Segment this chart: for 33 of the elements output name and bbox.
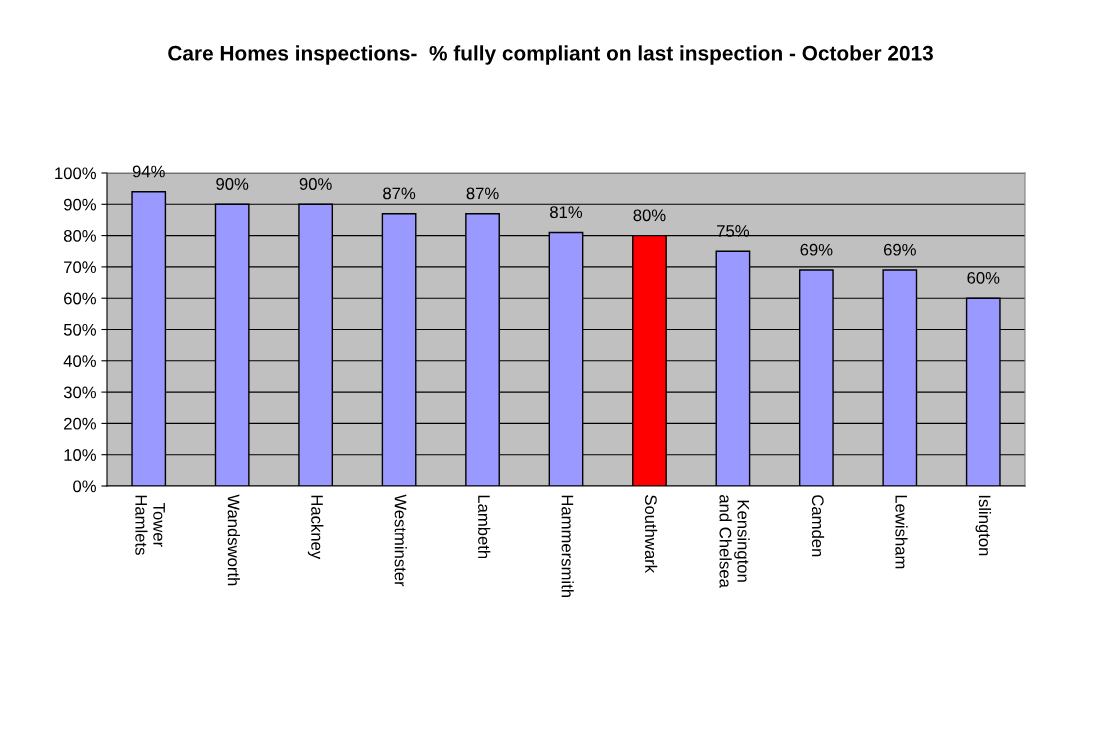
x-tick-label: Islington (975, 495, 992, 556)
data-label: 90% (299, 178, 332, 190)
x-tick-label: Camden (811, 495, 825, 557)
y-tick-label: 80% (63, 230, 96, 242)
data-label: 90% (216, 178, 249, 190)
data-label: 69% (883, 243, 916, 256)
y-tick-label: 20% (64, 417, 96, 430)
x-tick-label: Hackney (307, 495, 324, 560)
data-label: 87% (466, 187, 499, 200)
x-tick-label: Lewisham (895, 495, 908, 569)
data-label: 94% (132, 165, 165, 178)
y-tick-label: 40% (63, 355, 96, 367)
x-tick-label: Tower Hamlets (135, 495, 165, 555)
y-tick-label: 60% (64, 292, 96, 305)
data-label: 80% (633, 209, 666, 222)
data-label: 60% (967, 271, 1000, 284)
y-tick-label: 30% (63, 386, 96, 399)
y-tick-label: 10% (64, 449, 96, 461)
y-tick-label: 0% (73, 480, 96, 493)
x-tick-label: Lambeth (478, 495, 491, 559)
x-tick-label: Westminster (394, 494, 407, 587)
y-tick-label: 70% (64, 261, 96, 274)
x-tick-label: Hammersmith (561, 495, 574, 597)
y-tick-label: 90% (64, 198, 96, 211)
y-tick-label: 50% (63, 323, 96, 336)
x-tick-label: Kensington and Chelsea (719, 495, 750, 588)
y-tick-label: 100% (55, 167, 96, 180)
data-label: 87% (383, 187, 416, 200)
data-label: 81% (550, 206, 583, 219)
x-tick-label: Wandsworth (227, 494, 240, 586)
chart-title: Care Homes inspections- % fully compliant on last inspection - October 2013 (168, 45, 933, 65)
x-tick-label: Southwark (644, 495, 658, 574)
data-label: 69% (800, 243, 833, 256)
